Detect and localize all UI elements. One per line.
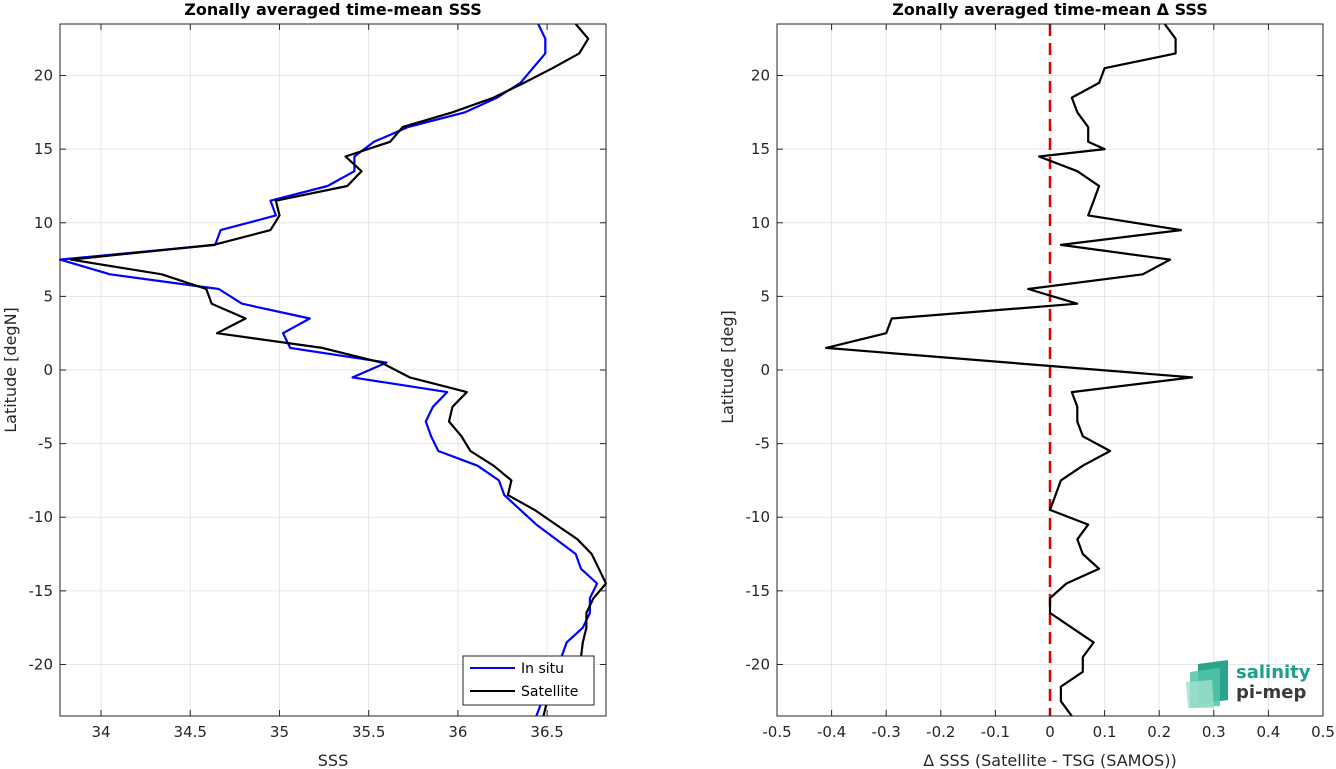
left-y-tick-label: 20 xyxy=(34,67,53,85)
left-y-tick-label: -15 xyxy=(29,582,54,600)
right-y-tick-label: -15 xyxy=(746,582,771,600)
legend: In situ Satellite xyxy=(462,655,595,706)
right-x-tick-label: 0.5 xyxy=(1311,723,1335,741)
right-x-tick-label: 0.1 xyxy=(1093,723,1117,741)
right-x-tick-label: -0.5 xyxy=(762,723,791,741)
left-y-tick-label: -10 xyxy=(29,508,54,526)
logo-text-salinity: salinity xyxy=(1236,662,1311,683)
legend-box xyxy=(462,655,595,706)
right-y-axis-label: Latitude [deg] xyxy=(718,310,737,424)
right-series xyxy=(824,23,1194,717)
left-y-tick-label: 0 xyxy=(43,361,53,379)
right-y-tick-label: 15 xyxy=(751,140,770,158)
left-chart-title: Zonally averaged time-mean SSS xyxy=(184,0,482,19)
left-y-tick-label: 10 xyxy=(34,214,53,232)
right-series-line-0 xyxy=(824,23,1194,717)
logo-mark-front xyxy=(1186,680,1214,708)
logo-text-pi-mep: pi-mep xyxy=(1236,682,1306,703)
right-x-axis-label: Δ SSS (Satellite - TSG (SAMOS)) xyxy=(923,751,1176,769)
left-y-axis-label: Latitude [degN] xyxy=(1,307,20,433)
left-series-line-satellite xyxy=(69,23,608,717)
left-ticks: 34 34.5 35 35.5 36 36.5 -20 -15 -10 -5 0 5 10 15 20 xyxy=(29,24,606,741)
right-ticks: -0.5 -0.4 -0.3 -0.2 -0.1 0 0.1 0.2 0.3 0.4 0.5 -20 -… xyxy=(746,24,1335,741)
right-chart-title: Zonally averaged time-mean Δ SSS xyxy=(892,0,1208,19)
right-y-tick-label: -5 xyxy=(755,435,770,453)
right-x-tick-label: 0.2 xyxy=(1147,723,1171,741)
left-x-axis-label: SSS xyxy=(318,751,348,769)
left-x-tick-label: 35.5 xyxy=(352,723,385,741)
right-x-tick-label: -0.4 xyxy=(817,723,846,741)
right-x-tick-label: 0 xyxy=(1045,723,1055,741)
right-x-tick-label: 0.3 xyxy=(1202,723,1226,741)
right-x-tick-label: -0.2 xyxy=(926,723,955,741)
right-y-tick-label: 0 xyxy=(760,361,770,379)
left-x-tick-label: 34.5 xyxy=(174,723,207,741)
right-y-tick-label: -20 xyxy=(746,655,771,673)
left-y-tick-label: -5 xyxy=(38,435,53,453)
right-y-tick-label: 5 xyxy=(760,287,770,305)
left-grid xyxy=(60,24,606,716)
legend-label-in-situ: In situ xyxy=(521,661,564,677)
left-series-line-in-situ xyxy=(58,23,599,717)
salinity-pi-mep-logo: salinity pi-mep xyxy=(1186,660,1311,708)
left-y-tick-label: -20 xyxy=(29,655,54,673)
left-plot: 34 34.5 35 35.5 36 36.5 -20 -15 -10 -5 0 5 10 15 20 Zo… xyxy=(1,0,608,769)
right-y-tick-label: 20 xyxy=(751,67,770,85)
left-x-tick-label: 36 xyxy=(448,723,467,741)
right-x-tick-label: -0.3 xyxy=(872,723,901,741)
right-x-tick-label: -0.1 xyxy=(981,723,1010,741)
right-y-tick-label: 10 xyxy=(751,214,770,232)
legend-label-satellite: Satellite xyxy=(521,684,578,700)
right-y-tick-label: -10 xyxy=(746,508,771,526)
left-x-tick-label: 34 xyxy=(91,723,110,741)
right-plot: -0.5 -0.4 -0.3 -0.2 -0.1 0 0.1 0.2 0.3 0.4 0.5 -20 -… xyxy=(718,0,1335,769)
left-x-tick-label: 36.5 xyxy=(530,723,563,741)
left-series xyxy=(58,23,608,717)
right-x-tick-label: 0.4 xyxy=(1256,723,1280,741)
left-y-tick-label: 5 xyxy=(43,287,53,305)
left-x-tick-label: 35 xyxy=(270,723,289,741)
left-y-tick-label: 15 xyxy=(34,140,53,158)
